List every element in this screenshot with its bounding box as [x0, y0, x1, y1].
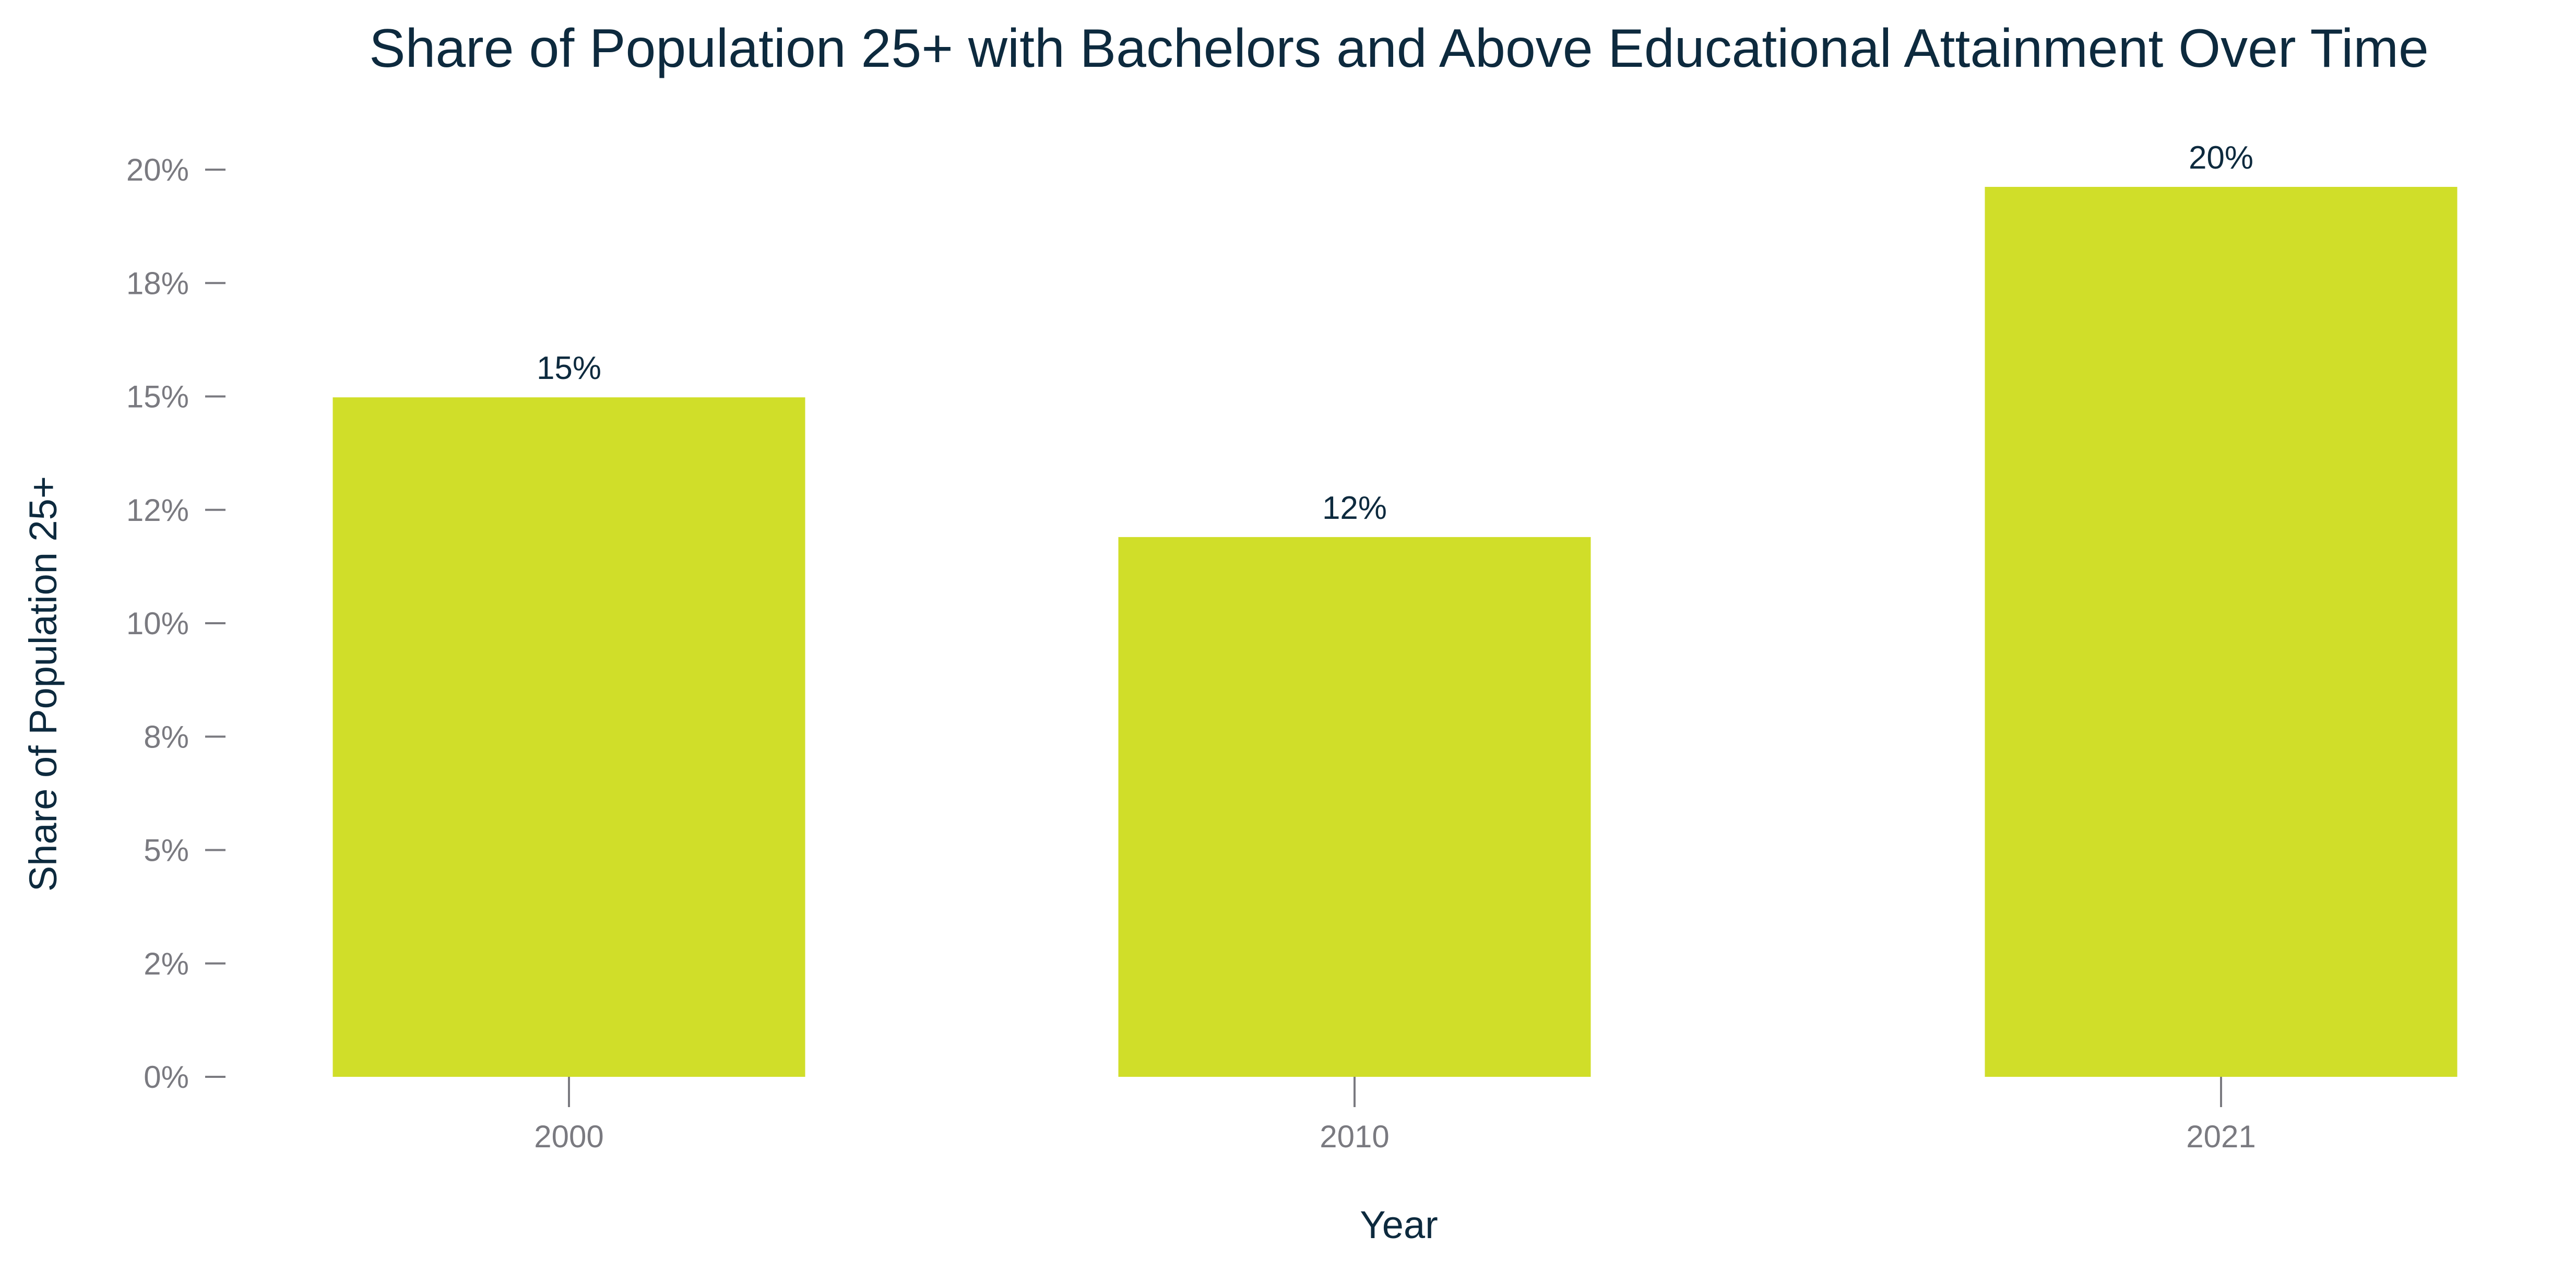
data-label-2000: 15%	[537, 350, 601, 386]
y-tick-label: 18%	[126, 266, 189, 301]
data-label-2010: 12%	[1322, 490, 1387, 526]
y-tick-label: 10%	[126, 606, 189, 641]
bar-2010	[1118, 537, 1591, 1077]
data-label-2021: 20%	[2189, 140, 2253, 176]
x-axis-title: Year	[1360, 1203, 1438, 1246]
bar-2000	[333, 397, 805, 1077]
y-tick-label: 12%	[126, 493, 189, 528]
x-tick-label-2000: 2000	[534, 1119, 603, 1154]
y-tick-label: 0%	[144, 1060, 189, 1095]
y-axis-title: Share of Population 25+	[21, 476, 65, 892]
x-tick-label-2021: 2021	[2186, 1119, 2256, 1154]
bar-2021	[1985, 187, 2458, 1077]
y-axis: 0% 2% 5% 8% 10% 12% 15% 18% 20%	[126, 152, 225, 1095]
x-axis: 2000 2010 2021	[534, 1077, 2256, 1154]
x-tick-label-2010: 2010	[1320, 1119, 1389, 1154]
data-labels: 15% 12% 20%	[537, 140, 2253, 526]
y-tick-label: 8%	[144, 719, 189, 754]
bars	[333, 187, 2458, 1077]
y-tick-label: 2%	[144, 946, 189, 981]
y-tick-label: 20%	[126, 152, 189, 187]
y-tick-label: 15%	[126, 379, 189, 414]
chart-title: Share of Population 25+ with Bachelors a…	[369, 18, 2429, 79]
y-tick-label: 5%	[144, 833, 189, 868]
